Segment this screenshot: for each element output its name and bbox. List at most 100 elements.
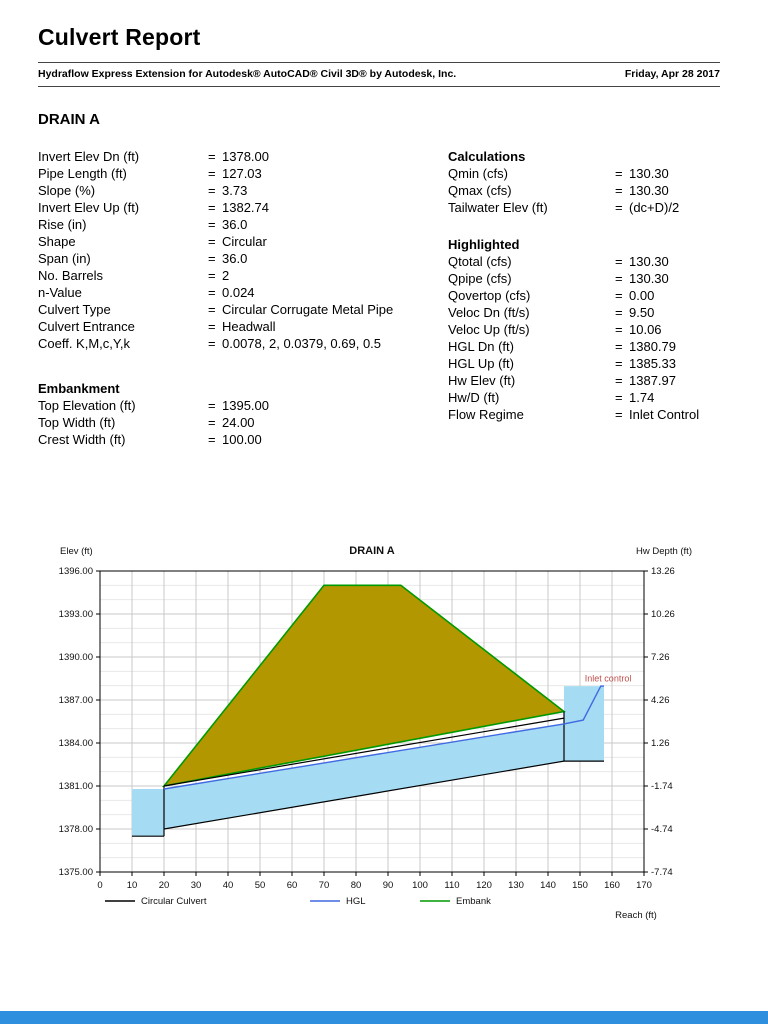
left-parameter-column: Invert Elev Dn (ft) = 1378.00 Pipe Length (… (38, 148, 448, 448)
equals-sign: = (615, 288, 623, 303)
param-value: 127.03 (222, 166, 262, 181)
highlighted-label: HGL Up (ft) (448, 356, 514, 371)
highlighted-row: Hw/D (ft) = 1.74 (448, 389, 720, 406)
pipe-water (164, 723, 564, 829)
culvert-bottom-line (163, 760, 565, 830)
param-label: Slope (%) (38, 183, 96, 198)
param-label: Invert Elev Up (ft) (38, 200, 140, 215)
highlighted-parameters: Qtotal (cfs) = 130.30 Qpipe (cfs) = 130.30 Qov… (448, 253, 720, 423)
highlighted-value: 1385.33 (629, 356, 676, 371)
highlighted-row: Veloc Dn (ft/s) = 9.50 (448, 304, 720, 321)
legend-label: Embank (456, 896, 491, 907)
param-row: Pipe Length (ft) = 127.03 (38, 165, 448, 182)
param-value: Circular (222, 234, 267, 249)
highlighted-value: 9.50 (629, 305, 655, 320)
hgl-line (163, 685, 604, 790)
embankment-shape (162, 584, 566, 788)
param-row: Coeff. K,M,c,Y,k = 0.0078, 2, 0.0379, 0.69… (38, 335, 448, 352)
equals-sign: = (615, 271, 623, 286)
param-row: Span (in) = 36.0 (38, 250, 448, 267)
right-axis-title: Hw Depth (ft) (636, 546, 692, 557)
highlighted-value: 1387.97 (629, 373, 676, 388)
legend-label: Circular Culvert (141, 896, 207, 907)
culvert-profile-chart: DRAIN A Elev (ft) Hw Depth (ft) 1396.00 13.2… (40, 536, 700, 928)
embankment-param-row: Crest Width (ft) = 100.00 (38, 431, 448, 448)
reach-tick-label: 120 (476, 880, 492, 891)
highlighted-label: Qovertop (cfs) (448, 288, 531, 303)
calculation-row: Tailwater Elev (ft) = (dc+D)/2 (448, 199, 720, 216)
report-subheader: Hydraflow Express Extension for Autodesk… (38, 62, 720, 87)
highlighted-heading: Highlighted (448, 237, 520, 252)
embankment-heading: Embankment (38, 381, 120, 396)
param-row: Slope (%) = 3.73 (38, 182, 448, 199)
highlighted-row: Veloc Up (ft/s) = 10.06 (448, 321, 720, 338)
param-row: Shape = Circular (38, 233, 448, 250)
inlet-control-annotation: Inlet control (585, 673, 632, 683)
embankment-param-value: 1395.00 (222, 398, 269, 413)
equals-sign: = (615, 322, 623, 337)
plot-border (99, 570, 645, 873)
equals-sign: = (208, 415, 216, 430)
highlighted-label: Qpipe (cfs) (448, 271, 512, 286)
x-axis-title: Reach (ft) (615, 910, 657, 921)
highlighted-label: Hw/D (ft) (448, 390, 500, 405)
reach-tick-label: 40 (223, 880, 234, 891)
equals-sign: = (615, 373, 623, 388)
calculations-heading: Calculations (448, 149, 526, 164)
highlighted-value: 1380.79 (629, 339, 676, 354)
embankment-param-label: Top Elevation (ft) (38, 398, 136, 413)
reach-tick-label: 160 (604, 880, 620, 891)
reach-tick-label: 90 (383, 880, 394, 891)
calculation-label: Tailwater Elev (ft) (448, 200, 548, 215)
reach-tick-label: 60 (287, 880, 298, 891)
legend-label: HGL (346, 896, 366, 907)
calculation-value: 130.30 (629, 166, 669, 181)
embankment-param-row: Top Width (ft) = 24.00 (38, 414, 448, 431)
highlighted-value: 0.00 (629, 288, 655, 303)
hw-depth-tick-label: 1.26 (651, 738, 670, 749)
elev-tick-label: 1381.00 (59, 781, 93, 792)
equals-sign: = (208, 268, 216, 283)
highlighted-row: HGL Dn (ft) = 1380.79 (448, 338, 720, 355)
hw-depth-tick-label: -7.74 (651, 867, 673, 878)
equals-sign: = (615, 356, 623, 371)
highlighted-row: Qovertop (cfs) = 0.00 (448, 287, 720, 304)
equals-sign: = (615, 254, 623, 269)
equals-sign: = (208, 183, 216, 198)
param-row: No. Barrels = 2 (38, 267, 448, 284)
embankment-param-label: Top Width (ft) (38, 415, 116, 430)
equals-sign: = (208, 166, 216, 181)
param-value: 36.0 (222, 217, 248, 232)
equals-sign: = (208, 398, 216, 413)
hw-depth-tick-label: 7.26 (651, 652, 670, 663)
embankment-param-row: Top Elevation (ft) = 1395.00 (38, 397, 448, 414)
param-label: Pipe Length (ft) (38, 166, 127, 181)
calculation-value: 130.30 (629, 183, 669, 198)
highlighted-row: Qpipe (cfs) = 130.30 (448, 270, 720, 287)
param-label: Coeff. K,M,c,Y,k (38, 336, 131, 351)
culvert-top-line (163, 717, 565, 787)
equals-sign: = (208, 336, 216, 351)
highlighted-value: 1.74 (629, 390, 655, 405)
calculation-label: Qmin (cfs) (448, 166, 508, 181)
reach-tick-label: 170 (636, 880, 652, 891)
profile-chart-svg: DRAIN A Elev (ft) Hw Depth (ft) 1396.00 13.2… (59, 545, 692, 921)
drain-parameters: Invert Elev Dn (ft) = 1378.00 Pipe Length (… (38, 148, 448, 352)
param-label: Rise (in) (38, 217, 87, 232)
param-value: 1378.00 (222, 149, 269, 164)
param-label: n-Value (38, 285, 82, 300)
tailwater-pool (132, 789, 164, 837)
calculation-row: Qmin (cfs) = 130.30 (448, 165, 720, 182)
param-row: Invert Elev Up (ft) = 1382.74 (38, 199, 448, 216)
page-title: Culvert Report (38, 24, 201, 50)
calculation-label: Qmax (cfs) (448, 183, 512, 198)
elev-tick-label: 1393.00 (59, 609, 93, 620)
reach-tick-label: 0 (97, 880, 102, 891)
highlighted-label: Qtotal (cfs) (448, 254, 512, 269)
equals-sign: = (208, 149, 216, 164)
equals-sign: = (208, 285, 216, 300)
equals-sign: = (208, 251, 216, 266)
param-label: Invert Elev Dn (ft) (38, 149, 140, 164)
highlighted-label: Veloc Dn (ft/s) (448, 305, 530, 320)
